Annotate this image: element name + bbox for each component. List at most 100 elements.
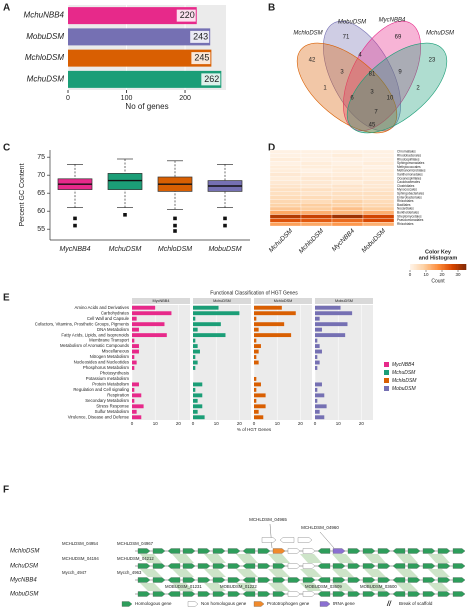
y-tick-label: 70 bbox=[37, 172, 45, 179]
homology-link bbox=[428, 583, 450, 591]
heat-cell bbox=[362, 161, 395, 166]
color-key-step bbox=[422, 264, 425, 270]
y-tick-label: MobuDSM bbox=[26, 32, 64, 41]
y-tick-label: Carbohydrates bbox=[101, 310, 129, 315]
gene-arrow bbox=[317, 548, 331, 554]
venn-count: 42 bbox=[309, 58, 316, 64]
homology-link bbox=[172, 583, 194, 591]
gene-arrow bbox=[227, 577, 241, 583]
homology-link bbox=[364, 554, 386, 563]
heat-cell bbox=[269, 191, 302, 196]
bar bbox=[254, 338, 257, 343]
x-tick-label: 0 bbox=[253, 421, 256, 426]
heat-cell bbox=[362, 210, 395, 215]
homology-link bbox=[140, 554, 162, 563]
color-key-step bbox=[443, 264, 446, 270]
color-key-step bbox=[429, 264, 432, 270]
y-tick-label: MchloDSM bbox=[25, 53, 64, 62]
gene-arrow bbox=[377, 563, 391, 569]
legend-swatch bbox=[384, 370, 389, 375]
outlier bbox=[223, 223, 227, 228]
box bbox=[107, 173, 143, 190]
bar bbox=[315, 316, 320, 321]
panel-letter: E bbox=[3, 293, 10, 304]
chart-title: Functional Classification of HGT Genes bbox=[210, 290, 298, 296]
heat-cell bbox=[362, 214, 395, 219]
color-key-step bbox=[417, 264, 419, 270]
bar bbox=[254, 355, 257, 359]
x-tick-label: 200 bbox=[179, 95, 191, 102]
value-label: 245 bbox=[194, 53, 209, 63]
heat-cell bbox=[362, 206, 395, 211]
gene-arrow bbox=[377, 548, 391, 554]
row-label: Bacillales bbox=[397, 203, 411, 207]
gene-arrow bbox=[347, 548, 361, 554]
x-tick-label: 20 bbox=[237, 421, 243, 426]
row-label: Sphingobacteriales bbox=[397, 192, 425, 196]
homology-link bbox=[396, 583, 418, 591]
heat-cell bbox=[362, 176, 395, 181]
color-key-step bbox=[450, 264, 453, 270]
bar bbox=[132, 387, 135, 392]
y-tick-label: Respiration bbox=[107, 392, 129, 397]
heat-cell bbox=[300, 157, 333, 162]
panel-letter: B bbox=[268, 3, 275, 14]
heat-cell bbox=[362, 187, 395, 192]
column-label: MchloDSM bbox=[298, 227, 326, 255]
heat-cell bbox=[269, 168, 302, 173]
bar bbox=[193, 349, 200, 354]
heat-cell bbox=[362, 153, 395, 158]
color-key-step bbox=[421, 264, 423, 270]
value-label-bg bbox=[176, 9, 196, 22]
facet-label: MycNBB4 bbox=[153, 299, 170, 303]
gene-arrow bbox=[452, 563, 466, 569]
homology-link bbox=[236, 554, 258, 563]
color-key-tick: 30 bbox=[455, 272, 461, 277]
y-tick-label: Amino Acids and Derivatives bbox=[75, 305, 129, 310]
bar bbox=[132, 398, 135, 403]
bar bbox=[132, 382, 139, 387]
gene-arrow bbox=[287, 577, 301, 583]
bar bbox=[193, 311, 240, 316]
y-tick-label: Membrane Transport bbox=[89, 338, 130, 343]
color-key-step bbox=[445, 264, 447, 270]
heat-cell bbox=[269, 210, 302, 215]
y-tick-label: MchuNBB4 bbox=[24, 11, 65, 20]
track-label: MycNBB4 bbox=[10, 578, 37, 584]
gene-arrow bbox=[407, 577, 421, 583]
heat-cell bbox=[300, 195, 333, 200]
gene-arrow bbox=[182, 548, 196, 554]
value-label-bg bbox=[201, 73, 221, 86]
bar bbox=[254, 360, 259, 365]
outlier bbox=[123, 213, 127, 217]
heat-cell bbox=[300, 210, 333, 215]
venn-count: 1 bbox=[323, 86, 327, 92]
facet-strip bbox=[193, 298, 251, 304]
legend-swatch bbox=[384, 386, 389, 391]
venn-count: 4 bbox=[358, 53, 362, 59]
heat-cell bbox=[331, 157, 364, 162]
gene-label: MCHLDSM_04960 bbox=[301, 525, 339, 530]
gene-arrow bbox=[347, 577, 361, 583]
bar bbox=[315, 349, 322, 354]
gene-arrow bbox=[407, 548, 421, 554]
y-tick-label: 55 bbox=[37, 226, 45, 233]
bar bbox=[193, 327, 198, 332]
venn-count: 9 bbox=[398, 70, 402, 76]
legend-label: MycNBB4 bbox=[392, 362, 414, 368]
gene-arrow bbox=[227, 548, 241, 554]
legend-label: Break of scaffold bbox=[399, 601, 433, 606]
gene-arrow bbox=[362, 577, 376, 583]
bar bbox=[315, 393, 325, 398]
gene-label: MOBUDSM_03609 bbox=[305, 584, 342, 589]
gene-arrow bbox=[167, 563, 181, 569]
y-tick-label: MchuDSM bbox=[27, 74, 65, 83]
legend-label: MchloDSM bbox=[392, 378, 417, 384]
row-label: Myxococcales bbox=[397, 188, 417, 192]
heat-cell bbox=[300, 168, 333, 173]
gene-arrow bbox=[437, 563, 451, 569]
gene-label: MCHLDSM_04965 bbox=[249, 517, 287, 522]
bar bbox=[132, 333, 167, 338]
venn-count: 81 bbox=[369, 72, 376, 78]
y-tick-label: Secondary Metabolism bbox=[85, 398, 129, 403]
